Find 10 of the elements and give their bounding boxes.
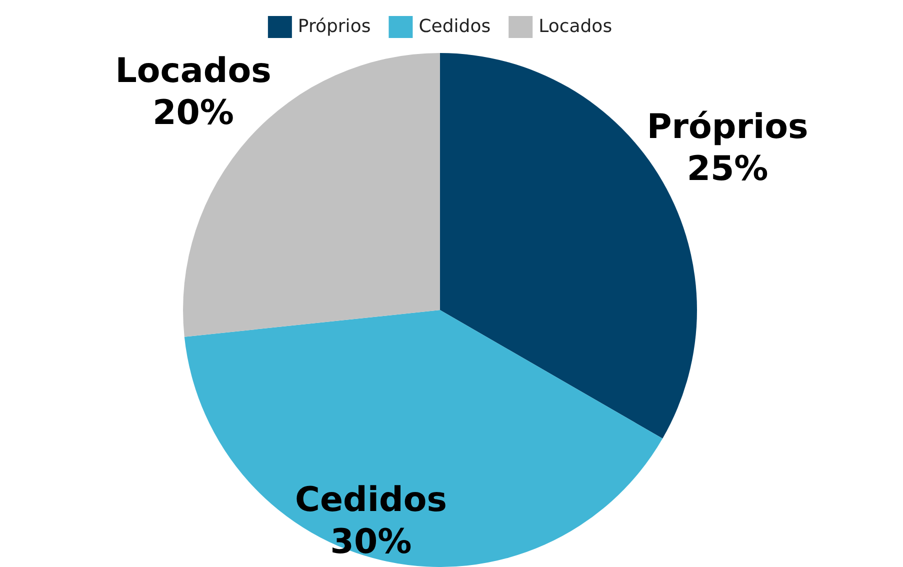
slice-label: Cedidos [295,480,447,520]
legend-label: Locados [538,16,612,37]
legend-label: Próprios [298,16,371,37]
slice-label: Próprios [646,107,808,147]
data-label: 30% [330,522,412,562]
pie-slice [184,310,663,567]
legend-label: Cedidos [418,16,491,37]
slice-label: Locados [115,50,272,91]
data-label: 25% [686,149,768,189]
data-label: 20% [152,92,234,133]
